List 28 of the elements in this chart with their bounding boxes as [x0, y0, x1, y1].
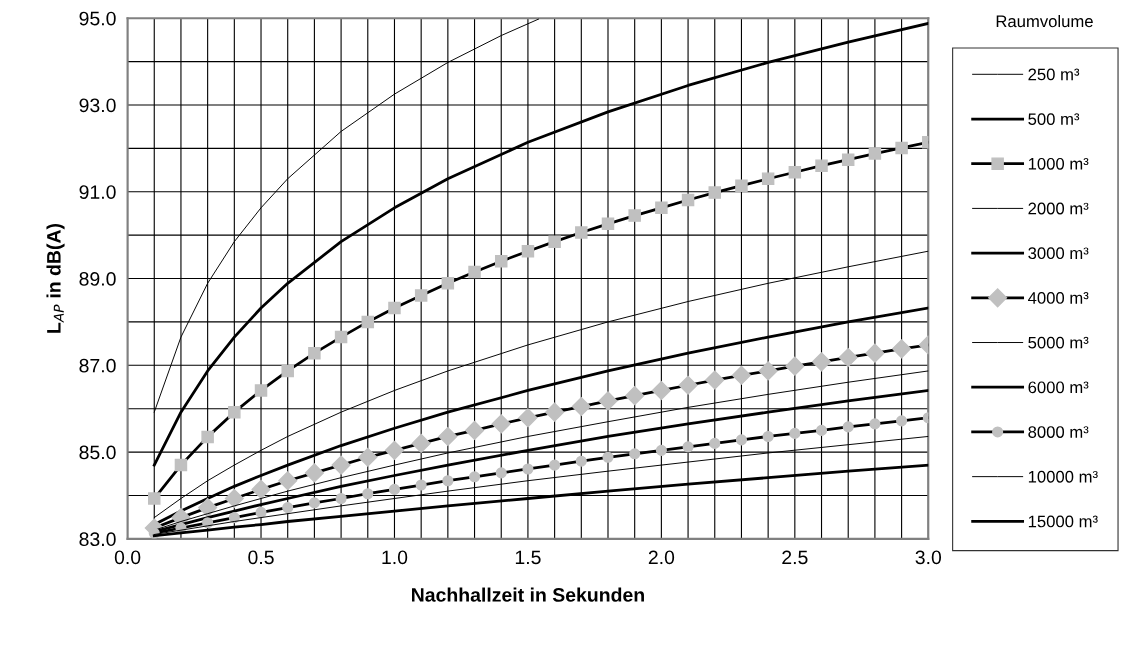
x-tick-label: 0.0	[114, 550, 141, 565]
x-tick-label: 2.0	[648, 550, 675, 565]
legend-label: 6000 m³	[1028, 381, 1089, 394]
legend-label: 5000 m³	[1028, 336, 1089, 349]
x-tick-label: 3.0	[915, 550, 942, 565]
legend-label: 15000 m³	[1028, 515, 1098, 528]
x-tick-label: 1.0	[382, 550, 408, 565]
legend-label: 2000 m³	[1028, 202, 1089, 215]
legend-label: 1000 m³	[1028, 157, 1089, 170]
legend-label: 3000 m³	[1028, 247, 1089, 260]
x-tick-label: 2.5	[782, 550, 808, 565]
legend-label: 10000 m³	[1028, 470, 1098, 483]
legend-label: 4000 m³	[1028, 292, 1089, 304]
y-tick-label: 85.0	[79, 445, 116, 460]
legend-title: Raumvolume	[996, 14, 1093, 28]
legend-label: 250 m³	[1028, 68, 1080, 81]
y-tick-label: 93.0	[79, 98, 116, 113]
y-tick-label: 91.0	[79, 185, 116, 199]
y-axis-title: L$_{AP}$ in dB(A)	[46, 223, 65, 333]
legend-label: 8000 m³	[1028, 426, 1089, 438]
y-tick-label: 87.0	[79, 358, 116, 373]
legend-label: 500 m³	[1028, 113, 1080, 126]
x-axis-title: Nachhallzeit in Sekunden	[412, 587, 644, 602]
y-tick-label: 95.0	[79, 11, 116, 26]
y-tick-label: 83.0	[79, 532, 116, 547]
y-tick-label: 89.0	[79, 271, 116, 286]
x-tick-label: 0.5	[248, 550, 274, 565]
x-tick-label: 1.5	[515, 550, 541, 565]
